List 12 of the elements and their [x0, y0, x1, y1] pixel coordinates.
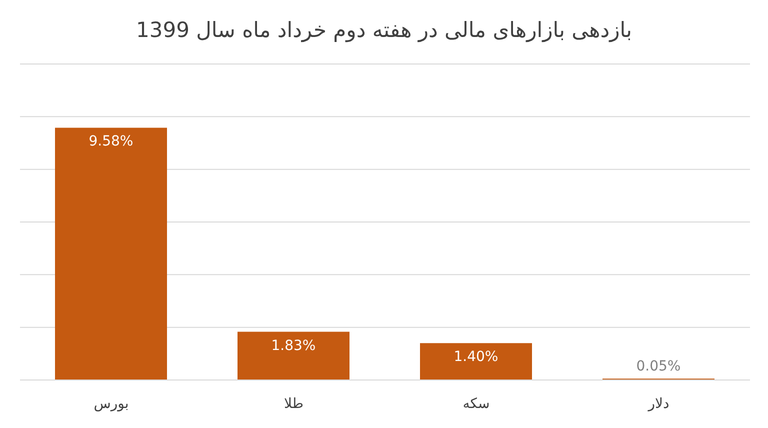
x-tick-label: طلا [284, 396, 304, 412]
x-tick-label: دلار [647, 396, 670, 412]
data-label: 1.40% [454, 349, 498, 366]
bar [55, 128, 167, 380]
data-label: 9.58% [88, 134, 134, 150]
bar [420, 343, 532, 380]
x-tick-label: بورس [94, 396, 129, 412]
bar [238, 332, 350, 380]
chart-title: بازدهی بازارهای مالی در هفته دوم خرداد ماه سال 1399 [135, 17, 633, 44]
x-tick-label: سکه [462, 396, 490, 412]
data-label: 0.05% [636, 358, 681, 375]
data-label: 1.83% [271, 338, 316, 354]
